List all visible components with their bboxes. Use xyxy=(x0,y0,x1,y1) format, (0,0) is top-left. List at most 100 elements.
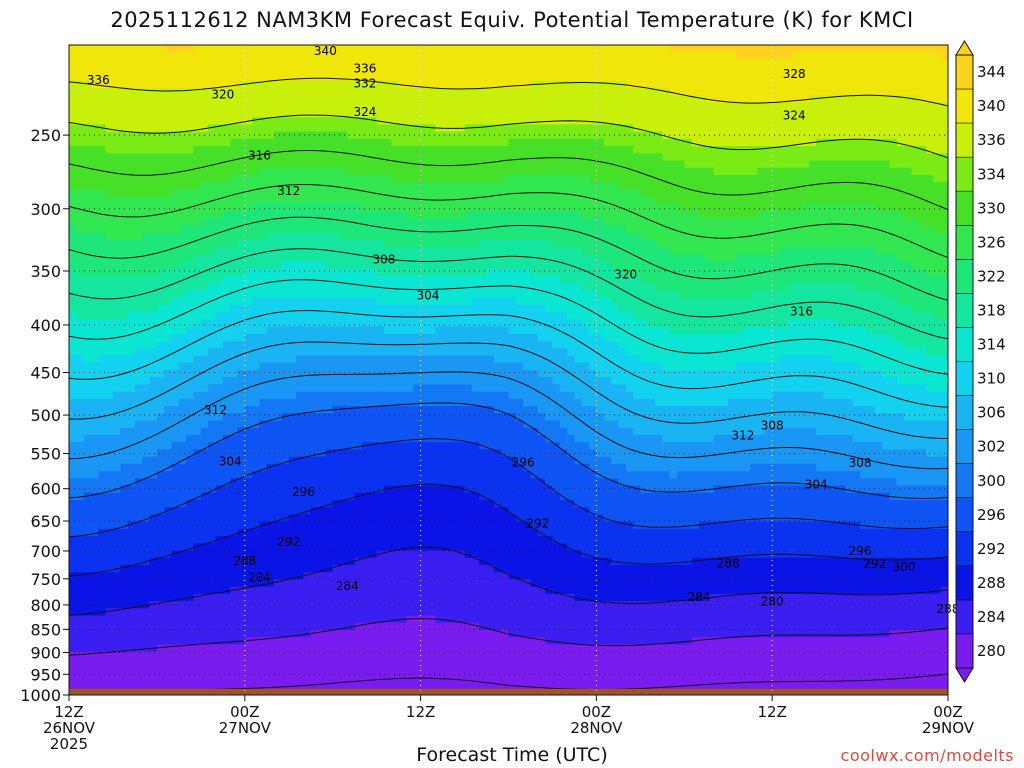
theta-e-cell xyxy=(362,297,370,306)
theta-e-cell xyxy=(362,247,370,256)
theta-e-cell xyxy=(816,73,825,82)
theta-e-cell xyxy=(808,175,817,183)
theta-e-cell xyxy=(347,276,356,284)
theta-e-cell xyxy=(215,290,224,299)
theta-e-cell xyxy=(186,232,195,241)
theta-e-cell xyxy=(911,312,920,321)
theta-e-cell xyxy=(940,102,948,111)
theta-e-cell xyxy=(904,319,912,328)
theta-e-cell xyxy=(178,45,187,53)
theta-e-cell xyxy=(69,312,77,321)
theta-e-cell xyxy=(764,261,773,270)
theta-e-cell xyxy=(676,81,685,89)
theta-e-cell xyxy=(501,297,510,306)
theta-e-cell xyxy=(405,240,414,248)
theta-e-cell xyxy=(655,333,663,342)
theta-e-cell xyxy=(772,95,781,104)
theta-e-cell xyxy=(757,305,766,313)
theta-e-cell xyxy=(618,333,627,342)
theta-e-cell xyxy=(764,73,773,82)
theta-e-cell xyxy=(479,167,488,176)
theta-e-cell xyxy=(369,218,378,227)
theta-e-cell xyxy=(318,305,326,313)
theta-e-cell xyxy=(303,333,312,342)
theta-e-cell xyxy=(325,254,334,263)
theta-e-cell xyxy=(640,52,649,61)
theta-e-cell xyxy=(266,305,275,313)
theta-e-cell xyxy=(808,167,817,176)
theta-e-cell xyxy=(69,81,77,89)
theta-e-cell xyxy=(134,247,143,256)
theta-e-cell xyxy=(786,225,795,234)
theta-e-cell xyxy=(889,232,898,241)
theta-e-cell xyxy=(596,211,605,219)
theta-e-cell xyxy=(896,225,905,234)
theta-e-cell xyxy=(266,232,275,241)
theta-e-cell xyxy=(303,138,312,147)
theta-e-cell xyxy=(354,182,363,191)
theta-e-cell xyxy=(889,45,898,53)
theta-e-cell xyxy=(896,261,905,270)
theta-e-cell xyxy=(486,196,495,205)
theta-e-cell xyxy=(325,319,334,328)
theta-e-cell xyxy=(464,211,473,219)
theta-e-cell xyxy=(559,268,568,277)
theta-e-cell xyxy=(926,102,934,111)
theta-e-cell xyxy=(310,196,319,205)
theta-e-cell xyxy=(325,146,334,154)
theta-e-cell xyxy=(633,254,641,263)
theta-e-cell xyxy=(940,218,948,227)
theta-e-cell xyxy=(303,182,312,191)
theta-e-cell xyxy=(171,167,180,176)
theta-e-cell xyxy=(552,138,561,147)
theta-e-cell xyxy=(808,196,817,205)
theta-e-cell xyxy=(574,333,583,342)
theta-e-cell xyxy=(706,247,715,256)
theta-e-cell xyxy=(852,52,861,61)
theta-e-cell xyxy=(112,182,121,191)
theta-e-cell xyxy=(134,319,143,328)
theta-e-cell xyxy=(310,211,319,219)
theta-e-cell xyxy=(244,59,253,68)
theta-e-cell xyxy=(735,167,744,176)
theta-e-cell xyxy=(918,232,927,241)
theta-e-cell xyxy=(530,189,539,198)
theta-e-cell xyxy=(552,196,561,205)
theta-e-cell xyxy=(178,73,187,82)
theta-e-cell xyxy=(764,305,773,313)
theta-e-cell xyxy=(860,333,869,342)
theta-e-cell xyxy=(728,110,737,118)
theta-e-cell xyxy=(288,45,297,53)
theta-e-cell xyxy=(274,52,283,61)
theta-e-cell xyxy=(156,268,165,277)
theta-e-cell xyxy=(435,59,444,68)
theta-e-cell xyxy=(530,110,539,118)
theta-e-cell xyxy=(303,160,312,169)
theta-e-cell xyxy=(164,254,173,263)
theta-e-cell xyxy=(208,283,217,292)
theta-e-cell xyxy=(376,218,385,227)
theta-e-cell xyxy=(69,45,77,53)
theta-e-cell xyxy=(427,254,436,263)
theta-e-cell xyxy=(545,283,554,292)
theta-e-cell xyxy=(735,124,744,133)
theta-e-cell xyxy=(296,225,304,234)
theta-e-cell xyxy=(376,81,385,89)
theta-e-cell xyxy=(464,52,473,61)
theta-e-cell xyxy=(596,283,605,292)
theta-e-cell xyxy=(552,297,561,306)
theta-e-cell xyxy=(523,160,532,169)
theta-e-cell xyxy=(794,232,803,241)
theta-e-cell xyxy=(471,196,480,205)
theta-e-cell xyxy=(882,333,890,342)
theta-e-cell xyxy=(105,341,114,349)
theta-e-cell xyxy=(655,218,663,227)
chart-title: 2025112612 NAM3KM Forecast Equiv. Potent… xyxy=(110,8,914,32)
theta-e-cell xyxy=(98,73,107,82)
theta-e-cell xyxy=(354,240,363,248)
theta-e-cell xyxy=(940,268,948,277)
theta-e-cell xyxy=(156,283,165,292)
theta-e-cell xyxy=(164,312,173,321)
theta-e-cell xyxy=(713,218,722,227)
theta-e-cell xyxy=(362,88,370,97)
